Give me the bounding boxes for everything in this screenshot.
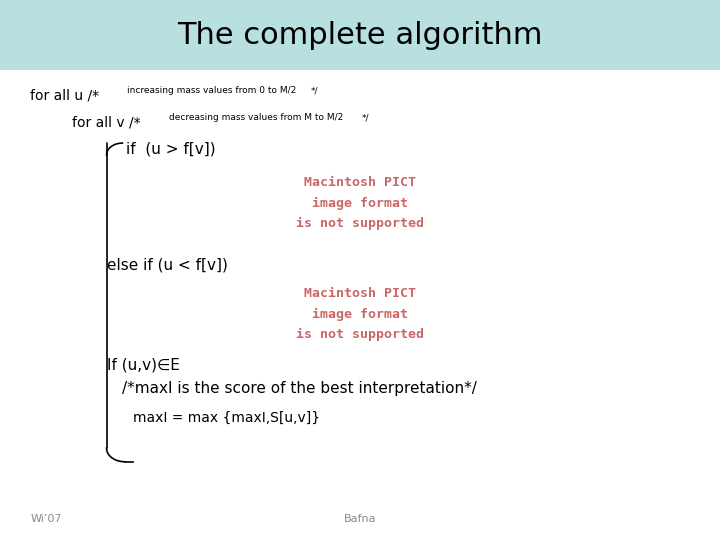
Text: is not supported: is not supported [296, 328, 424, 341]
Text: The complete algorithm: The complete algorithm [177, 21, 543, 50]
Text: if  (u > f[v]): if (u > f[v]) [126, 142, 215, 157]
Text: decreasing mass values from M to M/2: decreasing mass values from M to M/2 [169, 113, 343, 123]
Bar [0, 0, 720, 70]
Text: increasing mass values from 0 to M/2: increasing mass values from 0 to M/2 [127, 86, 297, 96]
Text: */: */ [311, 86, 318, 96]
Text: */: */ [362, 113, 369, 123]
Text: maxI = max {maxI,S[u,v]}: maxI = max {maxI,S[u,v]} [133, 411, 320, 426]
Text: image format: image format [312, 307, 408, 321]
Text: for all u /*: for all u /* [30, 89, 99, 103]
Text: Macintosh PICT: Macintosh PICT [304, 287, 416, 300]
Text: Macintosh PICT: Macintosh PICT [304, 176, 416, 190]
Text: Bafna: Bafna [343, 515, 377, 524]
Text: else if (u < f[v]): else if (u < f[v]) [107, 258, 228, 273]
Text: If (u,v)∈E: If (u,v)∈E [107, 358, 179, 373]
Text: Wi’07: Wi’07 [30, 515, 62, 524]
Text: for all v /*: for all v /* [72, 116, 140, 130]
Text: is not supported: is not supported [296, 217, 424, 231]
Text: /*maxI is the score of the best interpretation*/: /*maxI is the score of the best interpre… [122, 381, 477, 396]
Text: image format: image format [312, 197, 408, 210]
